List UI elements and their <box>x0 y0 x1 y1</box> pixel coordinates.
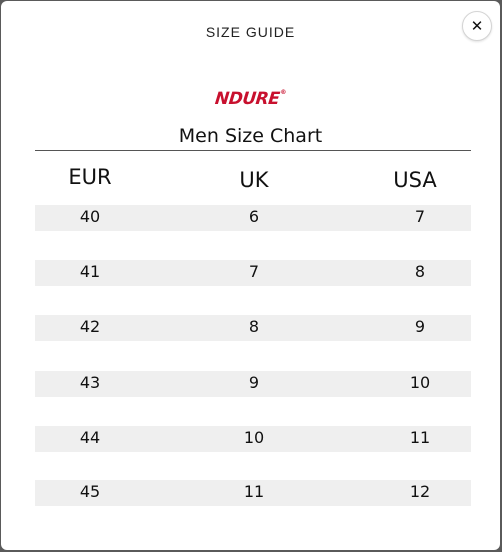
table-row: 40 6 7 <box>35 205 471 231</box>
cell-eur: 44 <box>79 428 101 447</box>
header-usa: USA <box>393 168 437 192</box>
table-row: 41 7 8 <box>35 260 471 286</box>
cell-uk: 6 <box>248 207 260 226</box>
cell-eur: 40 <box>79 207 101 226</box>
header-uk: UK <box>239 168 269 192</box>
cell-eur: 42 <box>79 317 101 336</box>
cell-uk: 11 <box>243 482 265 501</box>
cell-usa: 10 <box>409 373 431 392</box>
size-table: EUR UK USA 40 6 7 41 7 8 42 8 9 43 9 10 … <box>35 151 471 506</box>
close-button[interactable]: ✕ <box>462 11 492 41</box>
table-row: 44 10 11 <box>35 426 471 452</box>
brand-logo: NDURE® <box>1 89 500 109</box>
logo-text: NDURE <box>214 89 281 109</box>
modal-title: SIZE GUIDE <box>205 24 296 40</box>
chart-title: Men Size Chart <box>178 125 323 147</box>
cell-eur: 41 <box>79 262 101 281</box>
cell-uk: 9 <box>248 373 260 392</box>
cell-eur: 43 <box>79 373 101 392</box>
cell-uk: 8 <box>248 317 260 336</box>
cell-eur: 45 <box>79 482 101 501</box>
table-row: 45 11 12 <box>35 480 471 506</box>
table-header-row: EUR UK USA <box>35 151 471 205</box>
divider <box>35 150 471 151</box>
cell-usa: 8 <box>414 262 426 281</box>
close-icon: ✕ <box>470 16 484 35</box>
logo-registered-mark: ® <box>280 89 286 96</box>
cell-usa: 11 <box>409 428 431 447</box>
header-eur: EUR <box>68 165 112 189</box>
table-row: 42 8 9 <box>35 315 471 341</box>
cell-usa: 9 <box>414 317 426 336</box>
table-row: 43 9 10 <box>35 371 471 397</box>
cell-usa: 7 <box>414 207 426 226</box>
cell-usa: 12 <box>409 482 431 501</box>
cell-uk: 10 <box>243 428 265 447</box>
cell-uk: 7 <box>248 262 260 281</box>
